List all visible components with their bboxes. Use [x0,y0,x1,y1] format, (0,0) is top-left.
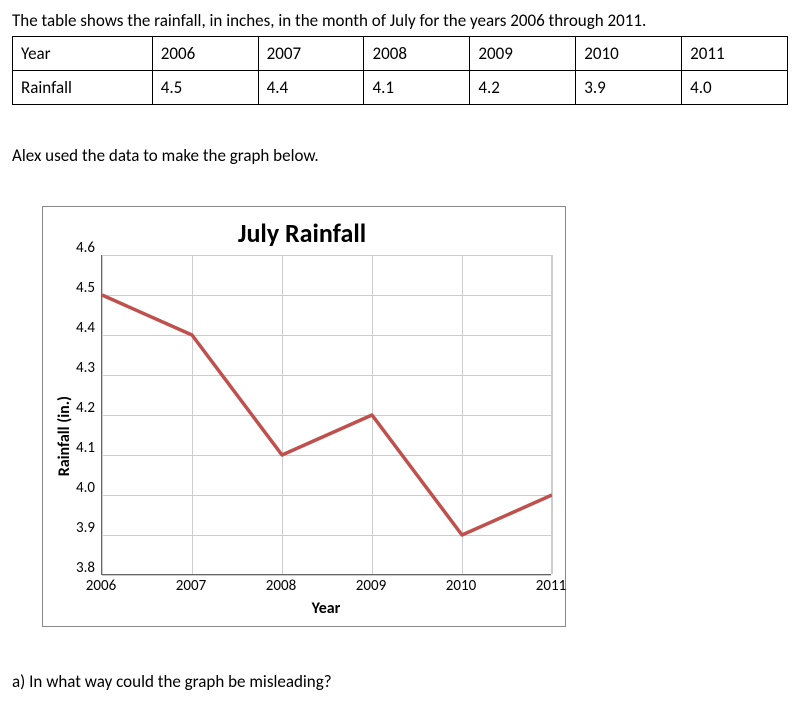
cell: 3.9 [576,71,682,105]
chart-frame: July Rainfall Rainfall (in.) 4.64.54.44.… [42,206,566,627]
x-tick-label: 2008 [266,577,296,595]
x-axis-ticks: 200620072008200920102011 [101,575,551,597]
cell: 4.5 [152,71,258,105]
cell: 4.1 [364,71,470,105]
chart-line [102,255,552,575]
row-label: Year [13,37,153,71]
chart-title: July Rainfall [53,217,551,249]
row-label: Rainfall [13,71,153,105]
question-a: a) In what way could the graph be mislea… [12,671,788,692]
table-row: Year 2006 2007 2008 2009 2010 2011 [13,37,788,71]
x-tick-label: 2011 [536,577,566,595]
table-row: Rainfall 4.5 4.4 4.1 4.2 3.9 4.0 [13,71,788,105]
x-tick-label: 2009 [356,577,386,595]
cell: 4.4 [258,71,364,105]
cell: 4.0 [682,71,788,105]
cell: 2008 [364,37,470,71]
y-axis-label: Rainfall (in.) [53,396,76,476]
cell: 2011 [682,37,788,71]
y-axis-ticks: 4.64.54.44.34.24.14.03.93.8 [76,255,95,575]
chart-plot-area [101,255,551,575]
x-tick-label: 2006 [86,577,116,595]
rainfall-table: Year 2006 2007 2008 2009 2010 2011 Rainf… [12,36,788,105]
intro-text: The table shows the rainfall, in inches,… [12,10,788,32]
cell: 2006 [152,37,258,71]
cell: 2010 [576,37,682,71]
x-tick-label: 2010 [446,577,476,595]
cell: 2009 [470,37,576,71]
x-tick-label: 2007 [176,577,206,595]
cell: 2007 [258,37,364,71]
x-axis-label: Year [101,599,551,618]
cell: 4.2 [470,71,576,105]
mid-text: Alex used the data to make the graph bel… [12,145,788,166]
